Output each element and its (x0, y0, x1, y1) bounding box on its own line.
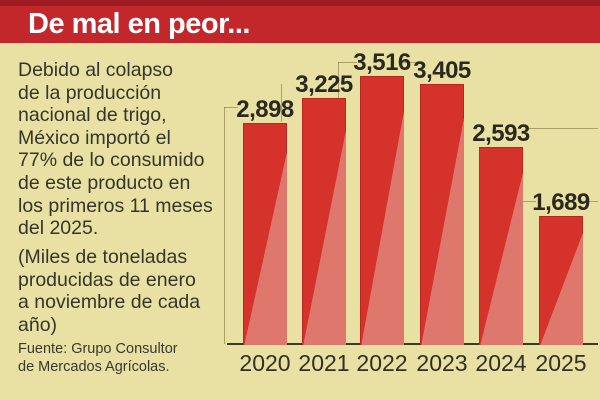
source-credit: Fuente: Grupo Consultor de Mercados Agrí… (18, 341, 178, 375)
value-label-2022: 3,516 (353, 49, 411, 76)
bar-2022 (360, 76, 404, 345)
bar-2023 (420, 84, 464, 345)
bar-highlight (540, 232, 583, 345)
bar-highlight (480, 172, 523, 345)
year-label-2020: 2020 (239, 350, 291, 376)
leader-line (224, 107, 225, 344)
year-label-2022: 2022 (356, 350, 408, 376)
bar-highlight (244, 151, 287, 345)
value-label-2020: 2,898 (236, 96, 294, 123)
leader-line (403, 62, 418, 63)
top-accent-strip (0, 0, 600, 6)
bar-highlight (361, 110, 404, 345)
page-title: De mal en peor... (28, 8, 250, 40)
leader-line (585, 201, 598, 202)
year-label-2021: 2021 (298, 350, 350, 376)
year-label-2023: 2023 (416, 350, 468, 376)
leader-line (338, 62, 357, 63)
year-label-2024: 2024 (475, 350, 527, 376)
bar-2021 (302, 98, 346, 345)
value-label-2025: 1,689 (532, 189, 590, 216)
intro-paragraph: Debido al colapso de la producción nacio… (18, 59, 213, 240)
year-label-2025: 2025 (535, 350, 587, 376)
units-note: (Miles de toneladas producidas de enero … (18, 246, 201, 336)
header-band: De mal en peor... (0, 6, 600, 43)
leader-line (281, 84, 282, 122)
bar-2024 (479, 147, 523, 345)
value-label-2023: 3,405 (413, 57, 471, 84)
value-label-2024: 2,593 (472, 120, 530, 147)
leader-line (338, 62, 339, 98)
leader-line (521, 201, 536, 202)
bar-2025 (539, 216, 583, 345)
value-label-2021: 3,225 (295, 71, 353, 98)
bar-highlight (303, 130, 346, 345)
leader-line (224, 107, 238, 108)
x-axis-line (227, 343, 598, 345)
leader-line (527, 128, 598, 129)
bar-2020 (243, 123, 287, 345)
